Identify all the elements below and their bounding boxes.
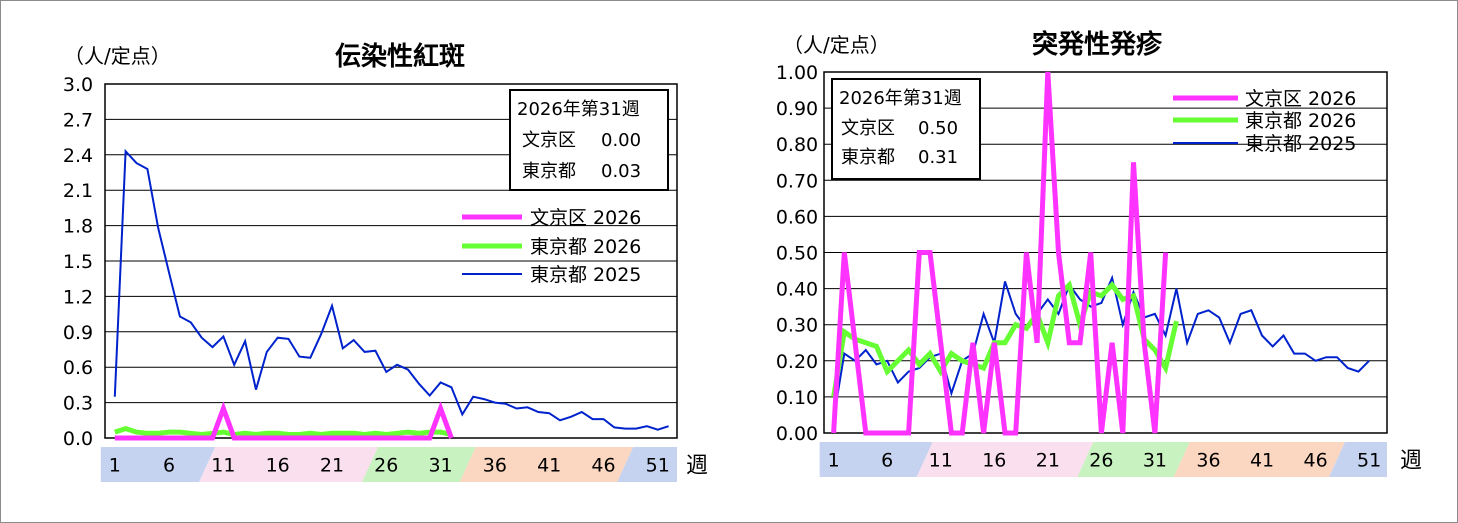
y-tick-label: 0.6: [63, 357, 93, 379]
info-box-area: 文京区: [522, 130, 576, 151]
legend-label: 東京都 2025: [530, 264, 641, 286]
week-band: [1077, 442, 1190, 477]
legend-label: 東京都 2025: [1245, 133, 1356, 155]
x-tick-label: 36: [1196, 450, 1220, 472]
chart-1: 3.02.72.42.11.81.51.20.90.60.30.01 6 11 16 2…: [63, 42, 708, 482]
x-tick-label: 36: [483, 455, 507, 477]
chart-title: 伝染性紅斑: [335, 42, 465, 72]
x-tick-label: 16: [982, 450, 1006, 472]
x-tick-label: 1: [828, 450, 840, 472]
chart-2: 1.00 0.90 0.80 0.70 0.60 0.50 0.40 0.30 0.20 0.10…: [776, 29, 1422, 477]
y-tick-label: 1.8: [63, 216, 93, 238]
x-tick-label: 21: [320, 455, 344, 477]
x-tick-label: 26: [374, 455, 398, 477]
x-tick-label: 6: [881, 450, 893, 472]
x-tick-label: 6: [163, 455, 175, 477]
info-box-heading: 2026年第31週: [839, 88, 962, 109]
y-tick-label: 0.10: [776, 387, 818, 409]
y-tick-label: 0.90: [776, 98, 818, 120]
y-tick-label: 0.40: [776, 279, 818, 301]
y-tick-label: 0.70: [776, 170, 818, 192]
info-box-area: 東京都: [522, 161, 576, 182]
series-line-文京区-2026: [831, 71, 1169, 436]
legend-label: 東京都 2026: [530, 236, 641, 258]
x-tick-label: 16: [266, 455, 290, 477]
y-tick-label: 2.1: [63, 180, 93, 202]
x-tick-label: 41: [537, 455, 561, 477]
week-bands: [100, 447, 677, 482]
info-box-value: 0.31: [918, 147, 958, 168]
y-tick-label: 2.4: [63, 145, 93, 167]
week-band: [1329, 442, 1387, 477]
x-axis-label: 週: [1400, 449, 1422, 474]
week-band: [1173, 442, 1346, 477]
x-tick-label: 51: [646, 455, 670, 477]
week-band: [199, 447, 378, 482]
y-tick-label: 0.20: [776, 351, 818, 373]
series-line-文京区-2026: [114, 401, 454, 441]
info-box-value: 0.03: [601, 161, 641, 182]
series-line-東京都-2026: [831, 280, 1179, 398]
x-tick-label: 1: [109, 455, 121, 477]
x-tick-label: 11: [211, 455, 235, 477]
legend-label: 文京区 2026: [1245, 88, 1356, 110]
series-line-東京都-2025: [832, 274, 1370, 419]
x-tick-label: 31: [428, 455, 452, 477]
y-tick-label: 1.00: [776, 62, 818, 84]
legend: 文京区 2026 東京都 2026 東京都 2025: [462, 207, 641, 286]
week-band: [819, 442, 933, 477]
x-tick-label: 11: [929, 450, 953, 472]
x-tick-label: 46: [1303, 450, 1327, 472]
week-band: [916, 442, 1094, 477]
info-box-value: 0.50: [918, 118, 958, 139]
info-box-frame: [831, 78, 981, 180]
chart-title: 突発性発疹: [1032, 29, 1163, 60]
x-tick-label: 46: [591, 455, 615, 477]
y-tick-label: 0.3: [63, 393, 93, 415]
y-unit-label: （人/定点）: [783, 33, 890, 57]
x-tick-label: 51: [1357, 450, 1381, 472]
info-box-value: 0.00: [601, 130, 641, 151]
x-tick-label: 31: [1143, 450, 1167, 472]
y-tick-label: 0.60: [776, 206, 818, 228]
y-unit-label: （人/定点）: [64, 44, 171, 68]
info-box-area: 文京区: [841, 118, 895, 139]
info-box-area: 東京都: [841, 147, 895, 168]
week-band: [100, 447, 216, 482]
week-band: [617, 447, 677, 482]
x-tick-label: 41: [1250, 450, 1274, 472]
x-tick-label: 21: [1036, 450, 1060, 472]
legend-label: 文京区 2026: [530, 207, 641, 229]
y-tick-label: 3.0: [63, 74, 93, 96]
week-bands: [819, 442, 1387, 477]
y-tick-label: 0.00: [776, 423, 818, 445]
y-tick-label: 1.2: [63, 286, 93, 308]
y-tick-label: 0.30: [776, 315, 818, 337]
legend-label: 東京都 2026: [1245, 110, 1356, 132]
series-line-東京都-2026: [114, 425, 452, 438]
y-tick-label: 1.5: [63, 251, 93, 273]
info-box-heading: 2026年第31週: [517, 99, 640, 120]
y-tick-label: 0.9: [63, 322, 93, 344]
week-band: [459, 447, 634, 482]
y-tick-label: 0.50: [776, 243, 818, 265]
week-band: [361, 447, 476, 482]
info-box-frame: [509, 89, 669, 191]
y-tick-label: 0.0: [63, 428, 93, 450]
y-tick-label: 0.80: [776, 134, 818, 156]
y-tick-label: 2.7: [63, 109, 93, 131]
x-axis-label: 週: [686, 454, 708, 479]
series-line-東京都-2025: [113, 148, 669, 431]
x-tick-label: 26: [1089, 450, 1113, 472]
